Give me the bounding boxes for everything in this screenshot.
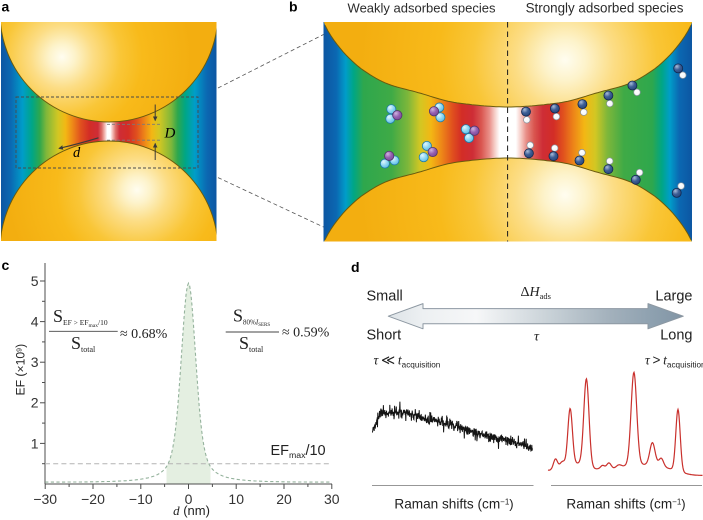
svg-text:Short: Short: [367, 328, 402, 344]
svg-text:Large: Large: [655, 289, 692, 305]
svg-text:D: D: [164, 126, 176, 142]
svg-text:τ > tacquisition: τ > tacquisition: [645, 353, 703, 370]
svg-text:−20: −20: [81, 491, 105, 507]
svg-text:EF (×109): EF (×109): [14, 344, 28, 396]
svg-text:Raman shifts (cm−1): Raman shifts (cm−1): [394, 497, 513, 512]
svg-text:−10: −10: [129, 491, 153, 507]
svg-text:4: 4: [31, 314, 39, 330]
svg-text:3: 3: [31, 354, 39, 370]
svg-text:c: c: [2, 257, 10, 273]
svg-text:5: 5: [31, 273, 39, 289]
svg-text:Strongly adsorbed species: Strongly adsorbed species: [526, 1, 684, 16]
svg-text:a: a: [2, 0, 10, 15]
svg-text:d (nm): d (nm): [173, 503, 210, 518]
svg-text:SEF > EFmax/10: SEF > EFmax/10: [53, 306, 108, 329]
svg-text:0: 0: [185, 491, 193, 507]
svg-text:τ ≪ tacquisition: τ ≪ tacquisition: [374, 353, 441, 370]
svg-text:30: 30: [324, 491, 340, 507]
svg-text:−30: −30: [33, 491, 57, 507]
svg-text:2: 2: [31, 395, 39, 411]
svg-text:τ: τ: [534, 330, 540, 345]
svg-text:S80%ISERS: S80%ISERS: [233, 306, 270, 329]
svg-text:Stotal: Stotal: [239, 333, 264, 354]
svg-text:10: 10: [228, 491, 244, 507]
svg-text:Weakly adsorbed species: Weakly adsorbed species: [348, 1, 496, 16]
svg-text:b: b: [289, 0, 298, 15]
svg-text:20: 20: [276, 491, 292, 507]
svg-text:Small: Small: [367, 289, 403, 305]
svg-text:Long: Long: [660, 328, 692, 344]
svg-text:≈ 0.59%: ≈ 0.59%: [282, 326, 330, 341]
svg-text:d: d: [73, 145, 81, 161]
svg-text:1: 1: [31, 435, 39, 451]
svg-text:ΔHads: ΔHads: [521, 285, 551, 301]
svg-text:Stotal: Stotal: [71, 333, 96, 354]
svg-text:d: d: [351, 259, 360, 275]
svg-text:Raman shifts (cm−1): Raman shifts (cm−1): [566, 497, 685, 512]
svg-text:≈ 0.68%: ≈ 0.68%: [120, 327, 168, 342]
svg-text:EFmax/10: EFmax/10: [271, 443, 326, 460]
